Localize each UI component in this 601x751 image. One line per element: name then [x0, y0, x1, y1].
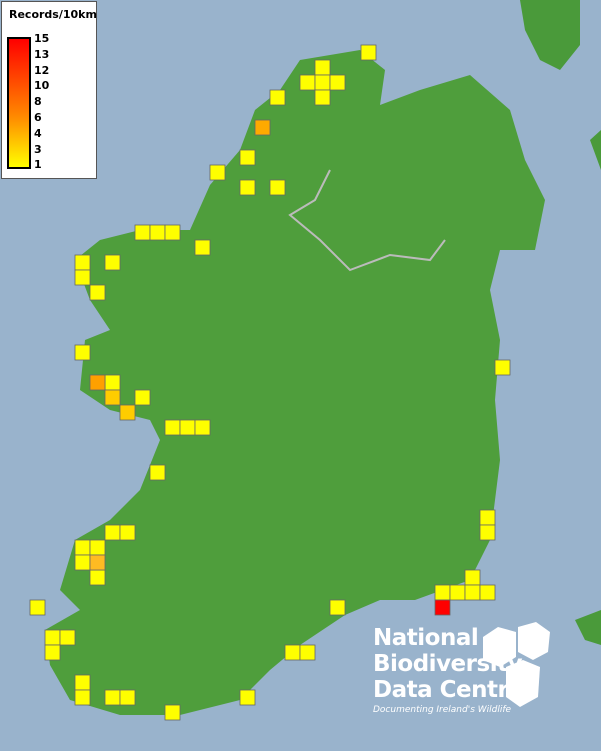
record-cell [74, 689, 91, 706]
logo-line3: Data Centre [373, 677, 524, 703]
record-cell [284, 644, 301, 661]
record-cell [314, 74, 331, 91]
nbdc-logo: National Biodiversity Data Centre Docume… [373, 625, 524, 715]
record-cell [434, 584, 451, 601]
record-cell [89, 554, 106, 571]
record-cell [104, 524, 121, 541]
record-cell [89, 284, 106, 301]
record-cell [329, 74, 346, 91]
record-cell [464, 584, 481, 601]
record-cell [464, 569, 481, 586]
record-cell [74, 674, 91, 691]
logo-hexagons-icon [483, 622, 550, 707]
record-cell [134, 389, 151, 406]
logo-line1: National [373, 625, 479, 651]
record-cell [74, 269, 91, 286]
record-cell [194, 419, 211, 436]
legend: Records/10km 15 13 12 10 8 6 4 3 1 [1, 1, 97, 179]
record-cell [74, 254, 91, 271]
record-cell [179, 419, 196, 436]
record-cell [314, 59, 331, 76]
record-cell [149, 224, 166, 241]
record-cell [59, 629, 76, 646]
record-cell [239, 149, 256, 166]
legend-tick: 4 [34, 126, 42, 140]
great-britain-land [520, 0, 601, 645]
record-cell [164, 224, 181, 241]
record-cell [104, 374, 121, 391]
record-cell [494, 359, 511, 376]
record-cell [119, 524, 136, 541]
record-cell [164, 419, 181, 436]
record-cell [104, 389, 121, 406]
ireland-land [45, 50, 545, 715]
legend-tick: 6 [34, 111, 42, 124]
record-cell [209, 164, 226, 181]
record-cell [479, 584, 496, 601]
record-cell [44, 644, 61, 661]
record-cell [239, 179, 256, 196]
record-cell [329, 599, 346, 616]
record-cell [74, 344, 91, 361]
record-cell [74, 539, 91, 556]
legend-tick: 8 [34, 95, 42, 109]
record-cell [89, 539, 106, 556]
legend-tick: 1 [34, 158, 42, 172]
record-cell [269, 89, 286, 106]
record-cell [360, 44, 377, 61]
record-cell [89, 569, 106, 586]
record-cell [449, 584, 466, 601]
logo-tagline: Documenting Ireland's Wildlife [373, 705, 512, 715]
color-scale-bar [7, 37, 31, 169]
legend-tick: 15 [34, 32, 50, 45]
legend-title: Records/10km [9, 8, 97, 21]
record-cell [119, 689, 136, 706]
legend-tick: 13 [34, 47, 50, 61]
border-line [288, 169, 446, 272]
record-cell [194, 239, 211, 256]
legend-tick: 3 [34, 142, 42, 156]
record-cell [104, 254, 121, 271]
record-cell [479, 509, 496, 526]
record-cell [89, 374, 106, 391]
record-cell [134, 224, 151, 241]
record-cell [254, 119, 271, 136]
record-cell [434, 599, 451, 616]
record-cell [269, 179, 286, 196]
record-cell [299, 644, 316, 661]
record-cell [44, 629, 61, 646]
record-cell [119, 404, 136, 421]
record-cell [239, 689, 256, 706]
record-cell [74, 554, 91, 571]
record-cell [164, 704, 181, 721]
record-cell [314, 89, 331, 106]
legend-tick: 10 [34, 79, 50, 93]
record-cell [29, 599, 46, 616]
record-cell [104, 689, 121, 706]
record-cell [479, 524, 496, 541]
legend-tick: 12 [34, 63, 50, 77]
record-cell [299, 74, 316, 91]
record-cell [149, 464, 166, 481]
